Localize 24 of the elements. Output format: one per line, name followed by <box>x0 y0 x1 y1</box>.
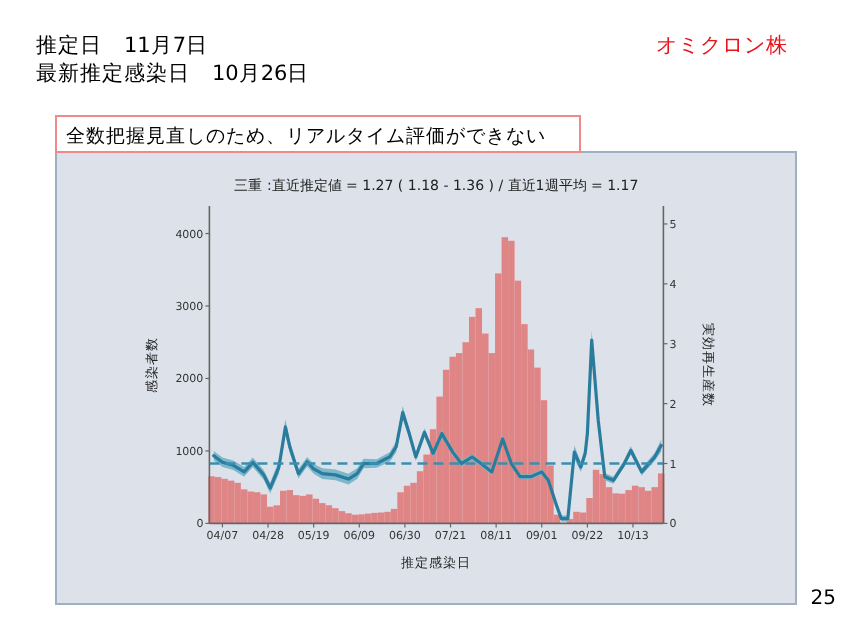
bar <box>534 367 541 524</box>
bar <box>403 485 411 524</box>
bar <box>358 514 365 524</box>
bar <box>436 396 443 524</box>
text: 最新推定感染日 10月26日 <box>36 60 310 86</box>
bar <box>449 356 456 524</box>
bar <box>599 474 606 524</box>
bar <box>508 240 515 524</box>
bar <box>586 498 593 524</box>
bar <box>208 476 215 524</box>
text: 25 <box>810 588 836 610</box>
bar <box>573 511 580 524</box>
text: 全数把握見直しのため、リアルタイム評価ができない <box>66 124 546 148</box>
text: オミクロン株 <box>656 32 788 58</box>
bar <box>592 469 600 524</box>
bar <box>332 508 339 524</box>
bar <box>423 454 430 524</box>
bar <box>280 490 287 524</box>
bar <box>260 494 267 524</box>
bar <box>495 273 502 524</box>
text: 推定日 11月7日 <box>36 32 209 58</box>
bar <box>416 471 424 524</box>
bar <box>625 490 632 524</box>
bar <box>397 492 404 524</box>
